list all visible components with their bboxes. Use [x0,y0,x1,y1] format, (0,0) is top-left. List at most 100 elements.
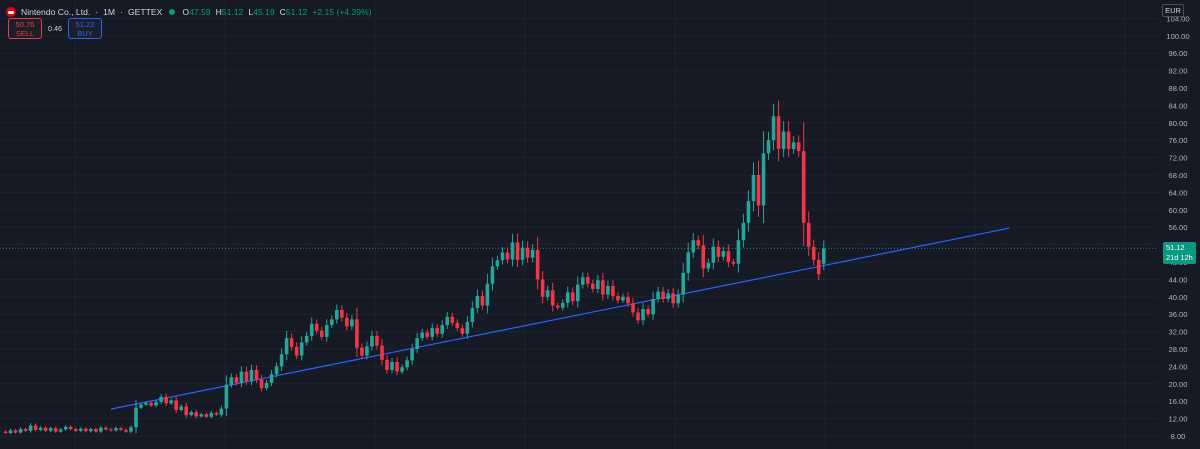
candle-body [375,335,379,346]
candle-body [736,240,741,264]
price-tick-label: 32.00 [1168,328,1187,337]
candle-body [390,362,394,370]
candle-body [79,428,83,431]
price-tick-label: 24.00 [1168,362,1187,371]
candle-body [525,247,530,258]
candle-body [711,246,716,263]
candle-body [244,371,249,382]
spread-value: 0.46 [48,24,62,33]
symbol-header[interactable]: Nintendo Co., Ltd. · 1M · GETTEX O47.59 … [6,5,372,19]
candle-body [224,384,229,409]
candle-body [761,153,766,206]
currency-selector[interactable]: EUR [1162,4,1184,17]
candle-body [114,428,118,431]
candle-body [776,116,781,149]
candle-body [63,426,68,430]
interval-label[interactable]: 1M [103,7,116,17]
candle-body [586,277,590,284]
price-tick-label: 36.00 [1168,310,1187,319]
candle-body [555,305,560,308]
candle-body [751,175,756,202]
candle-body [254,369,259,380]
candle-body [199,414,204,417]
candle-body [616,295,620,301]
candle-body [450,316,455,323]
candle-body [425,332,429,337]
candle-body [284,338,289,355]
candle-body [410,349,414,361]
candle-body [33,425,38,430]
candle-body [229,377,234,385]
candle-body [756,175,761,206]
header-separator: · [120,7,123,17]
candle-body [811,246,816,260]
candle-body [766,140,771,154]
candle-body [345,317,349,327]
candle-body [395,362,399,372]
candle-body [681,272,685,295]
candle-body [821,248,826,264]
candle-body [134,407,138,428]
candle-body [631,303,635,313]
candle-body [274,366,279,375]
candle-body [154,402,158,406]
trendline[interactable] [110,227,1010,410]
candle-body [48,428,53,431]
high-label: H [215,7,222,17]
buy-label: BUY [77,29,93,38]
candle-body [686,252,691,273]
price-axis[interactable]: 8.00 12.00 16.00 20.00 24.00 28.00 32.00 36.00 4… [1158,0,1200,449]
buy-button[interactable]: 51.22 BUY [68,18,102,39]
candle-body [445,316,450,326]
open-label: O [182,7,190,17]
candle-body [415,338,419,349]
candle-body [249,369,254,382]
header-separator: · [95,7,99,17]
candle-body [465,322,470,334]
candle-body [129,427,133,432]
candle-body [28,425,33,431]
price-axis-background [1158,0,1200,449]
candle-body [490,266,495,284]
candle-body [661,291,665,299]
price-tick-label: 100.00 [1166,32,1189,41]
candle-body [68,426,73,430]
high-value: 51.12 [221,7,244,17]
candle-body [706,262,711,269]
candle-body [816,259,821,275]
candle-body [460,328,465,334]
candle-body [304,335,309,343]
candle-body [385,359,389,370]
price-tick-label: 28.00 [1168,345,1187,354]
price-tick-label: 20.00 [1168,380,1187,389]
candle-body [365,346,369,356]
candle-body [791,142,796,149]
candle-body [671,293,675,304]
candle-body [741,222,746,241]
candle-body [545,290,550,297]
sell-button[interactable]: 50.76 SELL [8,18,42,39]
candle-body [801,151,806,223]
candle-body [169,400,173,404]
candle-body [560,302,565,308]
open-value: 47.59 [189,7,211,17]
candle-body [3,431,8,433]
candle-body [591,283,595,289]
price-tick-label: 68.00 [1168,171,1187,180]
nintendo-logo-icon [6,7,16,17]
candle-body [164,396,168,404]
candle-body [475,295,480,309]
candle-body [656,291,660,299]
candle-body [104,427,108,430]
candle-body [239,371,244,383]
candle-body [23,429,28,431]
symbol-name[interactable]: Nintendo Co., Ltd. [21,7,91,17]
candle-body [204,414,209,417]
candle-body [350,319,354,327]
candle-body [319,330,324,337]
candle-body [58,429,63,432]
trendline-layer[interactable] [110,227,1010,410]
candle-body [641,308,645,321]
ohlc-values: O47.59 H51.12 L45.19 C51.12 +2.15 (+4.39… [182,7,371,17]
